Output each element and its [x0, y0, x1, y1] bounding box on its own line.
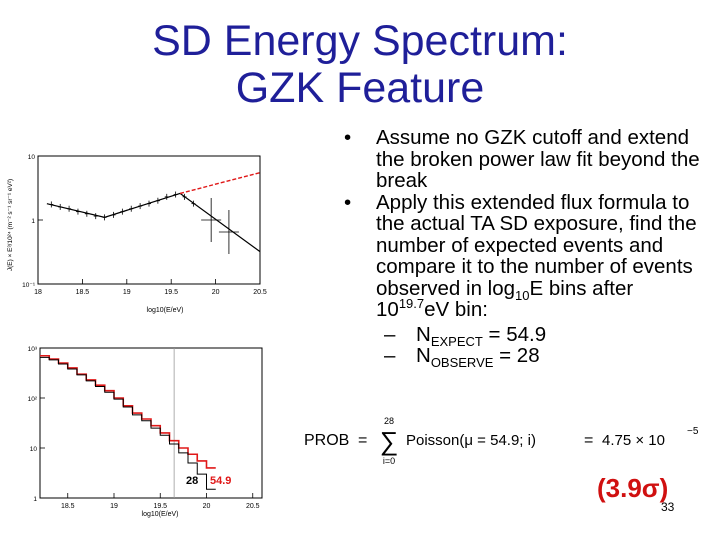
x-axis-label: log10(E/eV) [147, 307, 184, 314]
energy-exponent: 19.7 [398, 296, 425, 312]
sub-bullet-expect: – NEXPECT = 54.9 [340, 322, 710, 349]
x-tick-label: 18 [34, 289, 42, 296]
formula-equals-2: = [584, 432, 593, 449]
page-number: 33 [661, 500, 675, 514]
x-tick-label: 19.5 [153, 503, 167, 510]
extension-line [179, 171, 261, 195]
n-observe-sub: OBSERVE [430, 355, 494, 371]
slide-title: SD Energy Spectrum: GZK Feature [0, 18, 720, 112]
formula-result-exponent: −5 [687, 426, 699, 437]
x-tick-label: 20.5 [246, 503, 260, 510]
x-tick-label: 19 [110, 503, 118, 510]
title-line-2: GZK Feature [235, 64, 485, 112]
bullet-2-text-a: Apply this extended flux formula to the … [376, 190, 697, 300]
observed-step-line [40, 356, 216, 490]
expected-count-label: 54.9 [210, 475, 231, 487]
x-tick-label: 19 [123, 289, 131, 296]
fit-line [46, 192, 261, 253]
y-axis-label: J(E) × E³/10²⁴ (m⁻² s⁻¹ sr⁻¹ eV²) [7, 179, 14, 271]
bullet-dot: • [344, 126, 352, 149]
flux-spectrum-chart: 18 18.5 19 19.5 20 20.5 10 1 10⁻¹ log10(E/eV) J(… [7, 154, 267, 314]
plot-frame [37, 155, 261, 285]
plot-frame [39, 347, 263, 499]
y-tick-label: 10⁻¹ [22, 282, 36, 289]
sub-bullet-observe: – NOBSERVE = 28 [340, 344, 710, 371]
x-tick-label: 20.5 [253, 289, 267, 296]
bullet-list: • Assume no GZK cutoff and extend the br… [340, 127, 710, 371]
title-line-1: SD Energy Spectrum: [152, 17, 568, 65]
n-expect-value: = 54.9 [488, 322, 547, 346]
y-tick-label: 10 [28, 154, 36, 161]
dash: – [384, 344, 396, 367]
sum-symbol: ∑ [380, 426, 399, 456]
formula-result: 4.75 × 10 [602, 432, 665, 449]
x-tick-label: 18.5 [76, 289, 90, 296]
formula-prob: PROB [304, 432, 349, 449]
bullet-dot: • [344, 190, 352, 214]
bullet-1-text: Assume no GZK cutoff and extend the brok… [376, 126, 700, 192]
x-tick-label: 20 [203, 503, 211, 510]
formula-equals-1: = [358, 432, 367, 449]
y-tick-label: 1 [33, 496, 37, 503]
n-expect-label: N [416, 322, 431, 346]
n-expect-sub: EXPECT [430, 333, 483, 349]
n-observe-label: N [416, 344, 431, 367]
bullet-2-text-c: eV bin: [424, 298, 488, 321]
event-count-chart: 18.5 19 19.5 20 20.5 10³ 10² 10 1 28 54.9 log10(E… [28, 346, 263, 518]
y-tick-label: 10² [28, 396, 38, 403]
sum-upper-limit: 28 [384, 416, 394, 426]
sum-lower-limit: i=0 [383, 456, 395, 466]
n-observe-value: = 28 [499, 344, 540, 367]
x-tick-label: 19.5 [164, 289, 178, 296]
y-tick-label: 1 [31, 218, 35, 225]
bullet-2: • Apply this extended flux formula to th… [340, 190, 710, 321]
log-subscript: 10 [515, 287, 530, 303]
y-tick-label: 10 [30, 446, 38, 453]
expected-step-line [40, 354, 216, 469]
x-tick-label: 18.5 [61, 503, 75, 510]
bullet-2-text-b: E bins after 10 [376, 276, 634, 321]
observed-count-label: 28 [186, 475, 198, 487]
probability-formula: PROB = 28 ∑ i=0 Poisson(μ = 54.9; i) = 4… [304, 416, 699, 466]
formula-poisson: Poisson(μ = 54.9; i) [406, 432, 536, 449]
y-tick-label: 10³ [28, 346, 38, 353]
bullet-1: • Assume no GZK cutoff and extend the br… [340, 127, 710, 192]
dash: – [384, 322, 396, 346]
significance-label: (3.9σ) [597, 473, 669, 503]
x-tick-label: 20 [212, 289, 220, 296]
x-axis-label: log10(E/eV) [142, 511, 179, 518]
